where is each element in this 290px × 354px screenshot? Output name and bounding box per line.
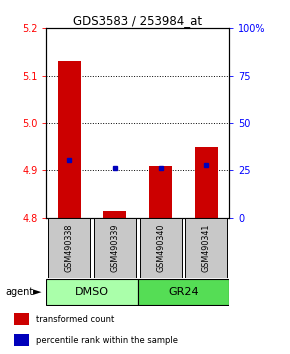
Bar (195, 147, 218, 218)
Bar (58, 62, 81, 218)
Bar (94, 218, 136, 278)
Bar (14, 334, 29, 346)
Bar (185, 218, 227, 278)
Bar (48, 218, 90, 278)
Bar (104, 211, 126, 218)
Title: GDS3583 / 253984_at: GDS3583 / 253984_at (73, 14, 202, 27)
Text: transformed count: transformed count (36, 315, 114, 324)
Text: GSM490339: GSM490339 (110, 223, 119, 272)
Bar (14, 313, 29, 325)
Bar (138, 279, 229, 305)
Text: percentile rank within the sample: percentile rank within the sample (36, 336, 178, 346)
Bar (46, 279, 138, 305)
Bar (149, 166, 172, 218)
Bar (139, 218, 182, 278)
Text: GSM490341: GSM490341 (202, 224, 211, 272)
Text: GSM490340: GSM490340 (156, 224, 165, 272)
Text: ►: ► (33, 287, 42, 297)
Text: GSM490338: GSM490338 (65, 224, 74, 272)
Text: GR24: GR24 (168, 287, 199, 297)
Text: agent: agent (6, 287, 34, 297)
Text: DMSO: DMSO (75, 287, 109, 297)
